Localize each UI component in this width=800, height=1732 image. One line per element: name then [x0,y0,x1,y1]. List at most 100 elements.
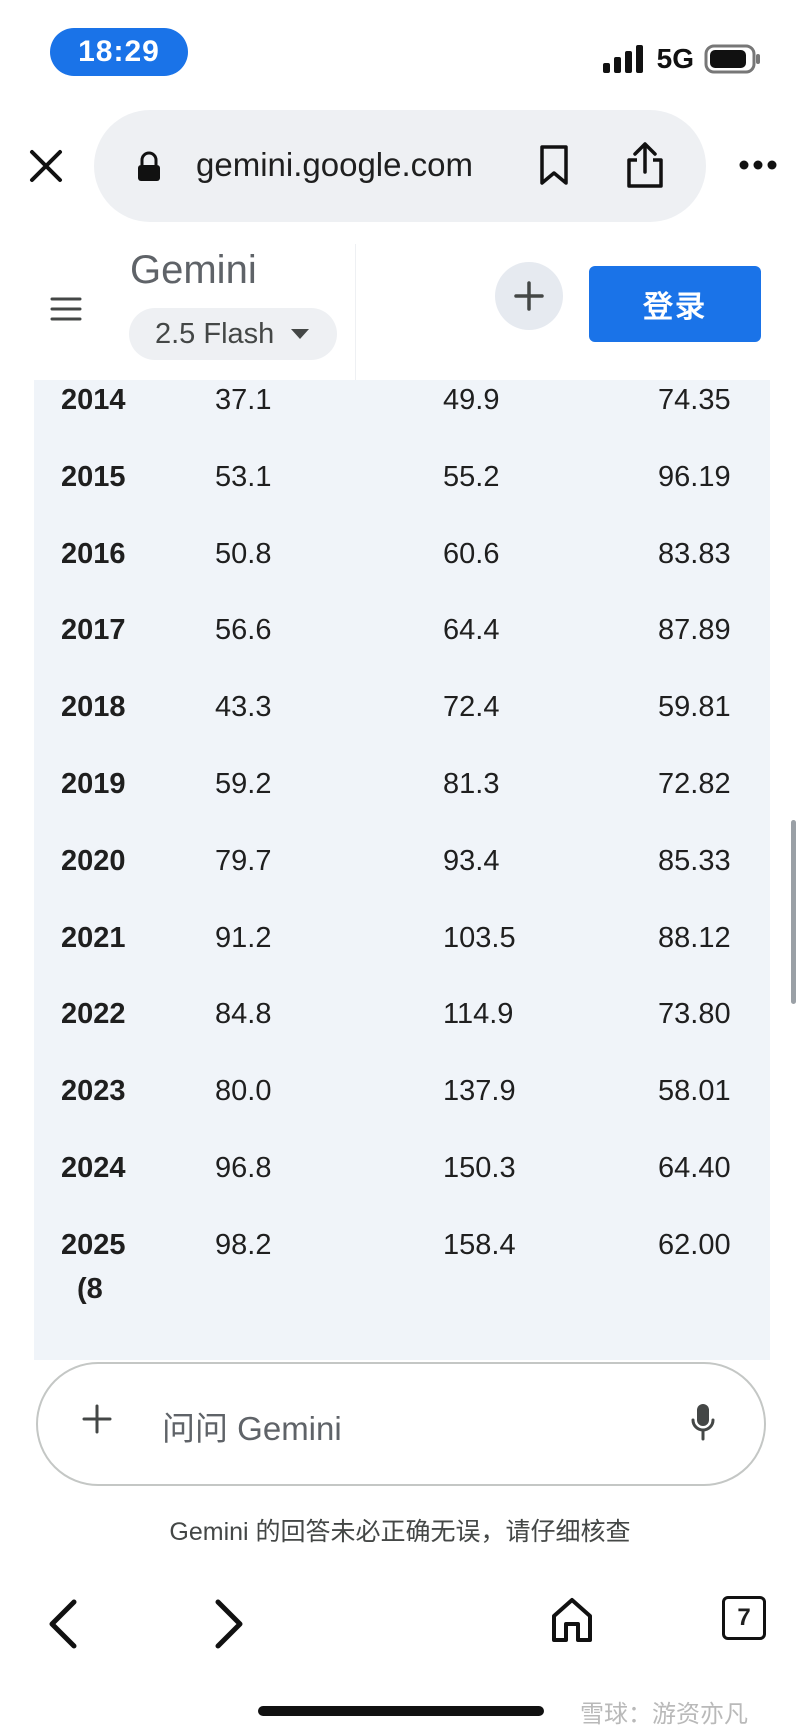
cell-value: 84.8 [215,998,272,1031]
cell-value: 55.2 [443,460,500,493]
cell-value: 58.01 [658,1075,731,1108]
home-icon [552,1598,592,1642]
cell-year: 2016 [61,537,126,570]
model-label: 2.5 Flash [155,317,275,350]
cell-value: 56.6 [215,614,272,647]
app-title: Gemini [130,248,257,292]
plus-icon [514,281,544,311]
lock-icon [136,151,162,188]
table-row: 2015 53.1 55.2 96.19 [34,461,770,521]
bottom-navigation [0,1570,800,1732]
cell-value: 50.8 [215,537,272,570]
table-row: 2017 56.6 64.4 87.89 [34,614,770,674]
model-selector[interactable]: 2.5 Flash [129,308,337,360]
cell-year: 2015 [61,460,126,493]
cell-year: 2014 [61,384,126,416]
cell-value: 96.8 [215,1152,272,1184]
more-options-button[interactable] [738,158,778,176]
cell-value: 150.3 [443,1152,516,1184]
url-text[interactable]: gemini.google.com [196,146,473,183]
close-button[interactable] [22,142,70,190]
cell-value: 98.2 [215,1228,272,1261]
watermark: 雪球：游资亦凡 [580,1701,748,1728]
cell-value: 96.19 [658,460,731,493]
cell-value: 59.2 [215,768,272,800]
more-icon [739,160,777,170]
table-row: 2014 37.1 49.9 74.35 [34,384,770,444]
chevron-left-icon [49,1599,77,1649]
cell-value: 88.12 [658,921,731,954]
forward-button[interactable] [210,1594,250,1659]
share-icon [627,142,663,188]
new-chat-button[interactable] [495,262,563,330]
cell-year: 2020 [61,844,126,877]
cell-year: 2017 [61,614,126,647]
plus-icon [82,1404,112,1434]
cell-year: 2019 [61,768,126,800]
prompt-input[interactable] [36,1362,766,1486]
close-icon [30,150,62,182]
cell-value: 93.4 [443,844,500,877]
battery-icon [704,44,760,74]
login-button[interactable]: 登录 [589,266,761,342]
status-time: 18:29 [50,28,188,76]
cell-value: 83.83 [658,537,731,570]
cell-value: 73.80 [658,998,731,1031]
cell-value: 49.9 [443,384,500,416]
cell-year-suffix: (8 [77,1272,103,1305]
add-attachment-button[interactable] [82,1404,112,1439]
table-row: 2018 43.3 72.4 59.81 [34,691,770,751]
chevron-right-icon [215,1599,243,1649]
menu-button[interactable] [50,296,82,327]
cell-year: 2018 [61,691,126,724]
address-bar[interactable] [94,110,706,222]
hamburger-icon [50,297,82,321]
bookmark-icon [540,145,568,185]
share-button[interactable] [625,140,665,195]
cell-value: 59.81 [658,691,731,724]
header-divider [355,244,356,380]
table-row: 2019 59.2 81.3 72.82 [34,768,770,828]
cell-value: 80.0 [215,1075,272,1108]
cell-value: 114.9 [443,998,514,1031]
home-indicator[interactable] [258,1706,544,1716]
table-row: 2025 98.2 158.4 62.00 (8 [34,1228,770,1305]
status-indicators: 5G [602,43,762,74]
cell-value: 53.1 [215,460,272,493]
disclaimer-text: Gemini 的回答未必正确无误，请仔细核查 [169,1518,631,1546]
cell-value: 72.82 [658,768,731,800]
network-label: 5G [656,43,694,74]
scrollbar[interactable] [791,820,796,1004]
microphone-icon [691,1404,715,1441]
prompt-placeholder[interactable]: 问问 Gemini [162,1410,342,1447]
cell-value: 87.89 [658,614,731,647]
cell-year: 2023 [61,1075,126,1108]
table-row: 2021 91.2 103.5 88.12 [34,922,770,982]
data-table: 2013 24.8 44.9 55.46 201437.149.974.3520… [34,380,770,1360]
cell-value: 43.3 [215,691,272,724]
table-row: 2020 79.7 93.4 85.33 [34,845,770,905]
cell-value: 74.35 [658,384,731,416]
cell-value: 103.5 [443,921,516,954]
cell-value: 85.33 [658,844,731,877]
table-row: 2016 50.8 60.6 83.83 [34,538,770,598]
cell-year: 2022 [61,998,126,1031]
cell-year: 2024 [61,1152,126,1184]
cell-value: 64.40 [658,1152,731,1184]
cell-value: 60.6 [443,537,500,570]
cell-value: 81.3 [443,768,500,800]
bookmark-button[interactable] [538,144,570,191]
cell-value: 37.1 [215,384,272,416]
tabs-button[interactable]: 7 [722,1596,766,1640]
cell-value: 91.2 [215,921,272,954]
microphone-button[interactable] [690,1402,716,1447]
home-button[interactable] [548,1594,596,1651]
cell-value: 158.4 [443,1228,516,1261]
caret-down-icon [291,329,310,339]
cell-value: 72.4 [443,691,500,724]
table-row: 2024 96.8 150.3 64.40 [34,1152,770,1212]
cell-year: 2025 [61,1228,126,1261]
back-button[interactable] [42,1594,82,1659]
signal-icon [602,45,643,73]
cell-value: 62.00 [658,1228,731,1261]
